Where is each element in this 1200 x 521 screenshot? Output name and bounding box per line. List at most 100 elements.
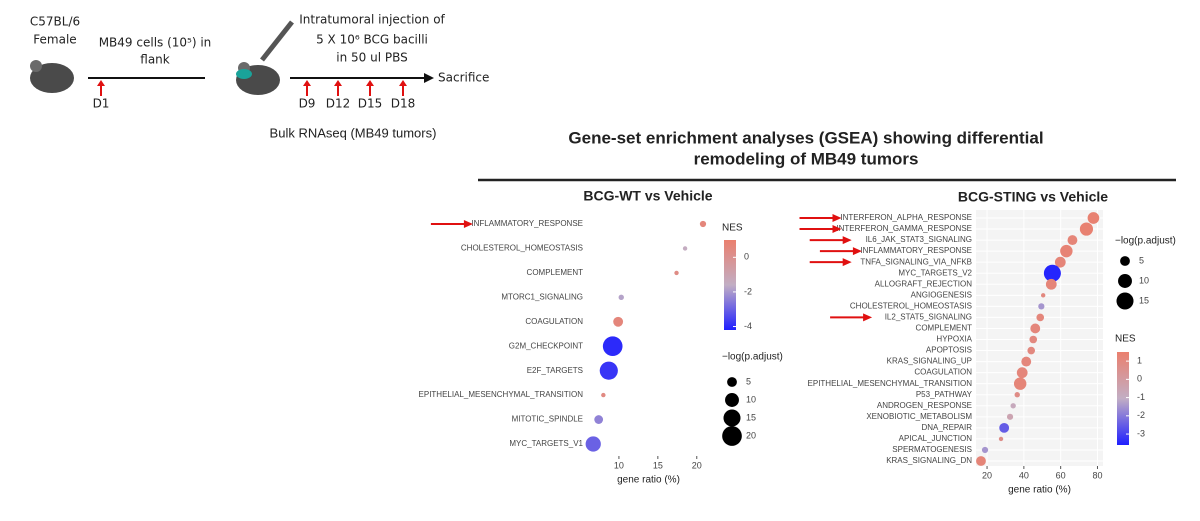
- category-label: COMPLEMENT: [527, 268, 584, 277]
- plot-area: [976, 210, 1103, 466]
- enrichment-dot: [1013, 377, 1027, 390]
- category-label: INTERFERON_GAMMA_RESPONSE: [836, 224, 972, 233]
- colorbar-tick-label: -3: [1137, 428, 1145, 438]
- highlight-arrowhead: [832, 225, 842, 234]
- diagram-text: C57BL/6: [30, 15, 80, 29]
- category-label: COMPLEMENT: [916, 324, 973, 333]
- x-tick-label: 80: [1092, 470, 1102, 480]
- plot-area: [587, 212, 710, 456]
- enrichment-dot: [602, 336, 623, 357]
- enrichment-dot: [1079, 222, 1094, 236]
- enrichment-dot: [1021, 356, 1032, 367]
- enrichment-dot: [1045, 278, 1057, 290]
- category-label: MYC_TARGETS_V1: [509, 439, 583, 448]
- diagram-text: 5 X 10⁶ BCG bacilli: [316, 33, 428, 47]
- enrichment-dot: [998, 436, 1004, 442]
- size-legend-label: 10: [1139, 275, 1149, 285]
- diagram-text: Female: [33, 33, 76, 47]
- category-label: MTORC1_SIGNALING: [501, 292, 583, 301]
- day-markers: D1 D9 D12 D15 D18: [93, 80, 416, 111]
- enrichment-dot: [1006, 413, 1014, 420]
- x-tick-label: 60: [1056, 470, 1066, 480]
- timeline-diagram: C57BL/6 Female MB49 cells (10⁵) in flank…: [30, 13, 490, 141]
- colorbar-tick-label: -2: [1137, 410, 1145, 420]
- colorbar: [724, 240, 736, 330]
- enrichment-dot: [699, 220, 707, 228]
- enrichment-dot: [1014, 392, 1020, 398]
- colorbar-tick-label: 0: [744, 252, 749, 262]
- caption: Bulk RNAseq (MB49 tumors): [270, 125, 437, 140]
- enrichment-dot: [1027, 346, 1036, 355]
- category-label: ANDROGEN_RESPONSE: [877, 401, 972, 410]
- enrichment-dot: [1067, 235, 1078, 246]
- diagram-text: flank: [140, 53, 170, 67]
- chart-title: BCG-WT vs Vehicle: [583, 188, 712, 204]
- enrichment-dot: [682, 246, 688, 251]
- category-label: E2F_TARGETS: [527, 366, 583, 375]
- diagram-text: MB49 cells (10⁵) in: [99, 36, 212, 50]
- enrichment-dot: [976, 456, 986, 466]
- day-arrowhead: [303, 80, 311, 86]
- size-legend-dot: [725, 393, 739, 407]
- category-label: P53_PATHWAY: [916, 390, 973, 399]
- heading: Gene-set enrichment analyses (GSEA) show…: [568, 128, 1043, 147]
- category-label: COAGULATION: [914, 368, 972, 377]
- category-label: SPERMATOGENESIS: [892, 445, 972, 454]
- enrichment-dot: [1054, 256, 1066, 268]
- category-label: APICAL_JUNCTION: [899, 434, 973, 443]
- diagram-text: in 50 ul PBS: [336, 51, 407, 65]
- syringe-icon: [260, 20, 294, 62]
- x-axis-label: gene ratio (%): [617, 475, 680, 486]
- category-label: INFLAMMATORY_RESPONSE: [471, 219, 583, 228]
- category-label: ANGIOGENESIS: [911, 290, 972, 299]
- colorbar-tick-label: -2: [744, 286, 752, 296]
- colorbar-tick-label: -1: [1137, 392, 1145, 402]
- day-label: D9: [299, 97, 316, 111]
- highlight-arrowhead: [852, 247, 862, 256]
- category-label: KRAS_SIGNALING_DN: [886, 456, 972, 465]
- diagram-text: Sacrifice: [438, 71, 489, 85]
- category-label: TNFA_SIGNALING_VIA_NFKB: [860, 257, 972, 266]
- x-tick-label: 10: [614, 460, 624, 470]
- enrichment-dot: [585, 436, 601, 452]
- category-label: MITOTIC_SPINDLE: [512, 415, 583, 424]
- day-label: D12: [326, 97, 351, 111]
- timeline-arrowhead: [424, 73, 434, 83]
- diagram-text: Intratumoral injection of: [299, 13, 445, 27]
- enrichment-dot: [1010, 403, 1016, 409]
- enrichment-dot: [981, 446, 989, 454]
- category-label: CHOLESTEROL_HOMEOSTASIS: [850, 301, 972, 310]
- highlight-arrowhead: [463, 220, 473, 228]
- enrichment-dot: [594, 415, 604, 424]
- x-axis-label: gene ratio (%): [1008, 485, 1071, 496]
- highlight-arrowhead: [842, 236, 852, 245]
- colorbar-tick-label: -4: [744, 321, 752, 331]
- mouse-icon: [30, 60, 42, 72]
- colorbar-tick-label: 1: [1137, 355, 1142, 365]
- mouse-icon: [30, 63, 74, 93]
- enrichment-dot: [1030, 323, 1041, 334]
- day-arrowhead: [97, 80, 105, 86]
- category-label: G2M_CHECKPOINT: [509, 341, 583, 350]
- highlight-arrowhead: [832, 214, 842, 222]
- day-arrowhead: [334, 80, 342, 86]
- highlight-arrowhead: [863, 313, 873, 322]
- size-legend-label: 5: [746, 376, 751, 386]
- category-label: INFLAMMATORY_RESPONSE: [860, 246, 972, 255]
- enrichment-dot: [618, 294, 624, 301]
- category-label: KRAS_SIGNALING_UP: [887, 357, 972, 366]
- category-label: HYPOXIA: [936, 335, 972, 344]
- day-label: D18: [391, 97, 416, 111]
- legend-title: NES: [722, 223, 743, 234]
- enrichment-dot: [1040, 293, 1046, 298]
- category-label: COAGULATION: [525, 317, 583, 326]
- enrichment-dot: [1038, 303, 1045, 310]
- size-legend-dot: [723, 409, 741, 427]
- x-tick-label: 15: [653, 460, 663, 470]
- enrichment-dot: [601, 392, 606, 398]
- size-legend-label: 15: [746, 412, 756, 422]
- enrichment-dot: [1016, 367, 1028, 379]
- size-legend-label: 10: [746, 394, 756, 404]
- x-tick-label: 40: [1019, 470, 1029, 480]
- size-legend-dot: [1120, 256, 1130, 266]
